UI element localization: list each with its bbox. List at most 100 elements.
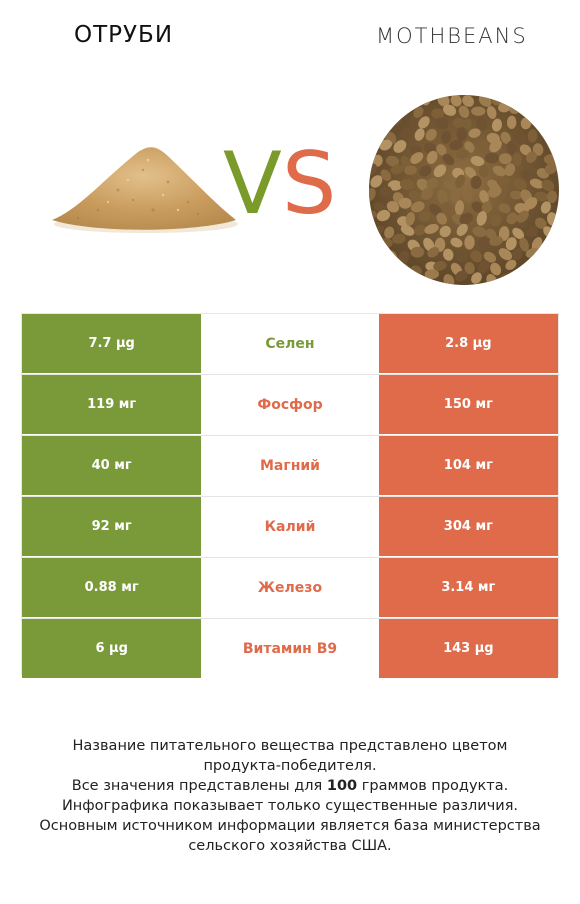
bean [369, 260, 378, 271]
bean [373, 202, 387, 213]
right-value: 304 мг [378, 497, 558, 557]
bean [505, 259, 517, 271]
bean [439, 225, 451, 238]
bean [386, 275, 400, 285]
bean [455, 149, 470, 159]
bean [456, 223, 468, 236]
bean [506, 140, 517, 156]
bean [535, 263, 547, 277]
footer-line-5: Основным источником информации является … [39, 818, 541, 834]
bean [471, 272, 482, 284]
bean [436, 212, 448, 225]
bean [541, 274, 552, 285]
right-value: 143 µg [378, 619, 558, 679]
bean [506, 212, 518, 225]
versus-v: V [223, 134, 282, 234]
nutrient-row: 6 µg Витамин B9 143 µg [22, 619, 558, 679]
nutrient-name: Селен [201, 314, 379, 374]
bean [531, 95, 545, 102]
bean [505, 237, 517, 251]
left-value: 0.88 мг [22, 558, 202, 618]
mothbeans-image [369, 95, 559, 285]
nutrient-row: 92 мг Калий 304 мг [22, 497, 558, 558]
bean [464, 235, 475, 250]
bean [379, 185, 393, 197]
bean [524, 197, 538, 210]
bean [496, 176, 511, 186]
bean [393, 140, 407, 153]
bean [376, 209, 391, 222]
bran-pile-image [52, 147, 238, 233]
bean [462, 187, 473, 203]
bean [470, 155, 485, 167]
bean [512, 132, 528, 144]
bean [409, 116, 421, 131]
bean [546, 190, 558, 204]
footer-line-2: продукта-победителя. [203, 758, 377, 774]
left-value: 119 мг [22, 375, 202, 435]
bean [455, 270, 468, 282]
bean [454, 200, 465, 216]
right-value: 3.14 мг [378, 558, 558, 618]
bean [398, 197, 412, 209]
bean [443, 179, 457, 191]
bean [455, 174, 465, 189]
right-food-title: MOTHBEANS [376, 24, 528, 48]
bean [379, 139, 392, 151]
bean [377, 95, 390, 102]
bean [372, 154, 383, 167]
bean [416, 178, 430, 191]
bean [549, 263, 559, 274]
bean [386, 103, 401, 114]
versus-s: S [281, 134, 337, 234]
bean [498, 203, 511, 214]
bean [370, 175, 383, 188]
bean [405, 212, 416, 226]
bean [513, 273, 525, 285]
bean [386, 201, 400, 213]
left-value: 40 мг [22, 436, 202, 496]
bean [472, 226, 487, 238]
bean [419, 165, 432, 177]
bean [544, 163, 558, 175]
bean [426, 150, 438, 165]
bean [540, 105, 552, 119]
bean [477, 139, 490, 151]
bean [537, 117, 551, 128]
nutrient-name: Витамин B9 [201, 619, 379, 679]
bean [431, 108, 444, 120]
bean [449, 139, 463, 151]
bean [490, 262, 502, 276]
bean [392, 233, 406, 244]
bean [433, 164, 447, 178]
footer-line-3b: 100 [326, 778, 358, 794]
bean [413, 106, 424, 118]
footer-line-6: сельского хозяйства США. [188, 838, 392, 854]
bean [534, 191, 548, 202]
bean [455, 251, 469, 263]
bean [414, 128, 425, 141]
bean [477, 237, 493, 249]
bean [404, 165, 418, 176]
bean [410, 246, 425, 258]
bean [387, 180, 403, 191]
bean [481, 201, 493, 214]
bean [462, 95, 475, 107]
bean [548, 95, 559, 109]
footer-line-1: Название питательного вещества представл… [72, 738, 508, 754]
bean [498, 248, 513, 261]
bean [369, 114, 375, 127]
bean [526, 151, 537, 163]
footer-note: Название питательного вещества представл… [20, 736, 560, 856]
bean [441, 130, 452, 144]
bean [408, 190, 423, 202]
bean [369, 188, 376, 202]
bean [369, 95, 375, 107]
bean [511, 247, 523, 261]
bean [400, 225, 415, 236]
left-value: 7.7 µg [22, 314, 202, 374]
bean [492, 165, 506, 177]
bean [498, 153, 512, 165]
bean [456, 127, 467, 142]
bean [424, 223, 439, 234]
